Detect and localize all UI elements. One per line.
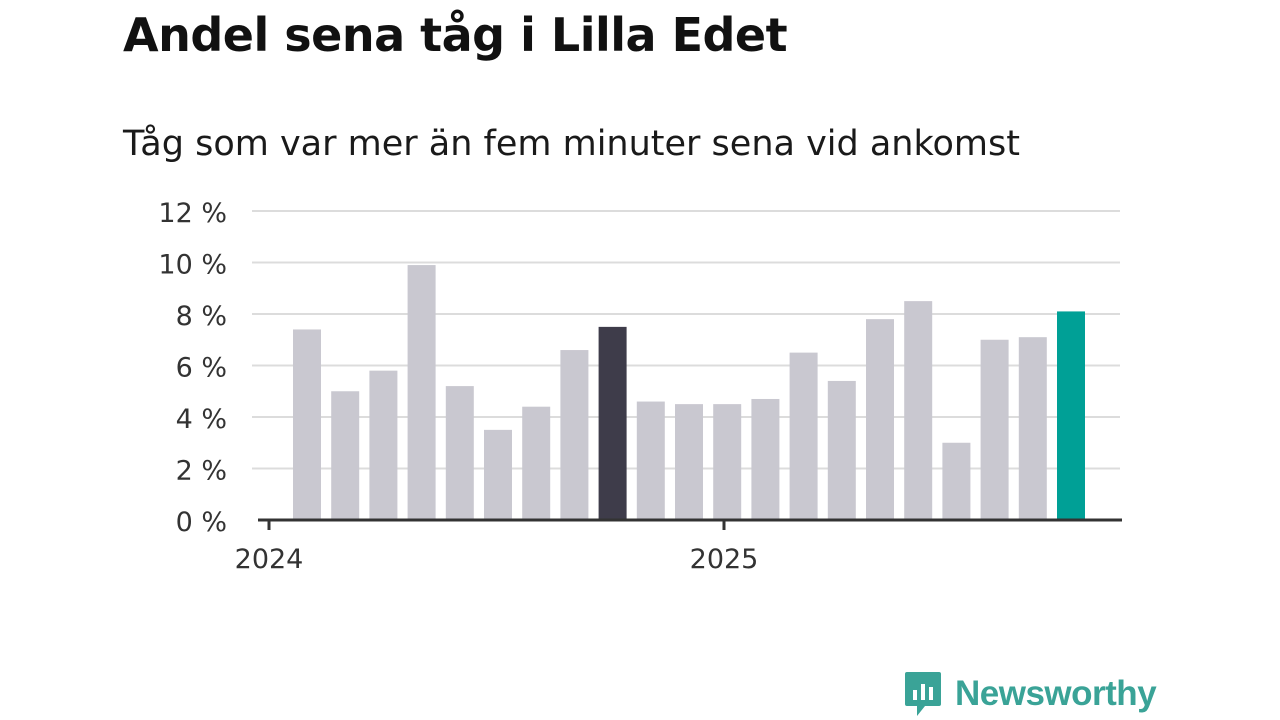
chart-subtitle: Tåg som var mer än fem minuter sena vid … [123,124,1020,164]
bar [369,370,398,520]
brand-name: Newsworthy [955,674,1157,713]
bar [598,326,627,520]
bar [789,352,818,520]
x-tick-label: 2024 [235,544,304,575]
bar [751,398,780,520]
bar [866,319,894,520]
y-tick-label: 10 % [158,250,227,281]
bar [331,391,360,520]
bar [1057,311,1085,520]
bar [445,386,474,520]
bar [980,339,1009,520]
bar [1018,337,1047,520]
brand-logo: Newsworthy [903,670,1157,718]
y-tick-label: 12 % [158,198,227,229]
bar [407,265,436,520]
bar [522,406,551,520]
bar [293,329,321,520]
newsworthy-logo-icon [905,672,941,716]
y-tick-label: 8 % [176,301,227,332]
bar [560,350,589,520]
bar [675,404,703,520]
bar [904,301,933,520]
y-tick-label: 4 % [176,404,227,435]
bar [636,401,665,520]
y-tick-label: 0 % [176,507,227,538]
bar [484,429,512,520]
bar [713,404,742,520]
y-tick-label: 2 % [176,456,227,487]
bar [942,442,971,520]
x-tick-label: 2025 [690,544,759,575]
y-tick-label: 6 % [176,353,227,384]
chart-title: Andel sena tåg i Lilla Edet [123,8,788,62]
bar [827,380,856,520]
